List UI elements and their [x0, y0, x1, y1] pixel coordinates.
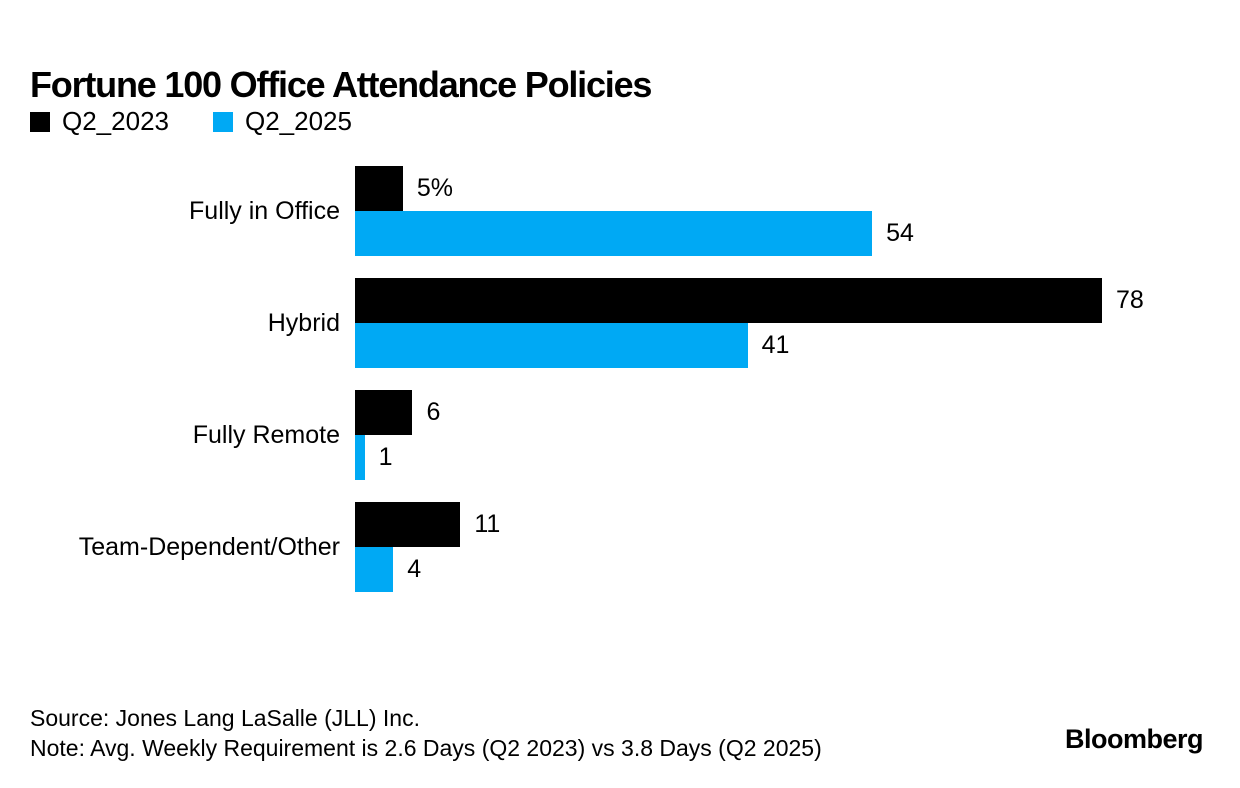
- bar-q2_2023: [355, 278, 1102, 323]
- chart-footer: Source: Jones Lang LaSalle (JLL) Inc. No…: [30, 703, 822, 763]
- bar-group: Hybrid 78 41: [0, 278, 1240, 368]
- bar-row: 78: [355, 278, 1144, 323]
- bar-q2_2025: [355, 323, 748, 368]
- legend-label-q2-2025: Q2_2025: [244, 106, 352, 136]
- bar-q2_2023: [355, 390, 413, 435]
- bar-pair: 11 4: [355, 502, 500, 592]
- chart-title: Fortune 100 Office Attendance Policies: [30, 64, 652, 106]
- category-label: Fully Remote: [192, 420, 340, 449]
- bar-group: Fully Remote 6 1: [0, 390, 1240, 480]
- bar-row: 5%: [355, 166, 914, 211]
- bar-row: 6: [355, 390, 440, 435]
- legend-swatch-q2-2025: [212, 111, 233, 132]
- legend-label-q2-2023: Q2_2023: [62, 106, 169, 136]
- bar-value-label: 4: [407, 555, 422, 583]
- bar-group: Team-Dependent/Other 11 4: [0, 502, 1240, 592]
- bar-value-label: 41: [761, 331, 790, 359]
- legend-item-q2-2025: Q2_2025: [212, 106, 352, 137]
- bar-row: 41: [355, 323, 1144, 368]
- bar-pair: 78 41: [355, 278, 1144, 368]
- legend: Q2_2023 Q2_2025: [30, 106, 352, 137]
- legend-swatch-q2-2023: [30, 111, 50, 132]
- legend-item-q2-2023: Q2_2023: [30, 106, 169, 137]
- bloomberg-logo: Bloomberg: [1064, 724, 1204, 754]
- bar-value-label: 1: [378, 443, 393, 471]
- bar-value-label: 11: [474, 510, 501, 538]
- category-label: Hybrid: [267, 308, 340, 337]
- bar-value-label: 6: [426, 398, 441, 426]
- bar-row: 11: [355, 502, 500, 547]
- bar-row: 54: [355, 211, 914, 256]
- bar-value-label: 78: [1116, 286, 1144, 314]
- category-label: Fully in Office: [189, 196, 340, 225]
- bar-group: Fully in Office 5% 54: [0, 166, 1240, 256]
- bar-q2_2023: [355, 166, 403, 211]
- bar-row: 4: [355, 547, 500, 592]
- bar-q2_2025: [355, 211, 873, 256]
- category-label: Team-Dependent/Other: [78, 532, 340, 561]
- bar-value-label: 5%: [416, 174, 454, 202]
- bar-q2_2025: [355, 435, 365, 480]
- bar-q2_2023: [355, 502, 461, 547]
- bar-value-label: 54: [886, 219, 914, 247]
- bar-chart: Fully in Office 5% 54 Hybrid 78 41 Fully Remot…: [0, 166, 1240, 614]
- bar-pair: 5% 54: [355, 166, 914, 256]
- bar-q2_2025: [355, 547, 394, 592]
- bar-row: 1: [355, 435, 440, 480]
- source-text: Source: Jones Lang LaSalle (JLL) Inc.: [30, 705, 420, 731]
- note-text: Note: Avg. Weekly Requirement is 2.6 Day…: [30, 735, 822, 761]
